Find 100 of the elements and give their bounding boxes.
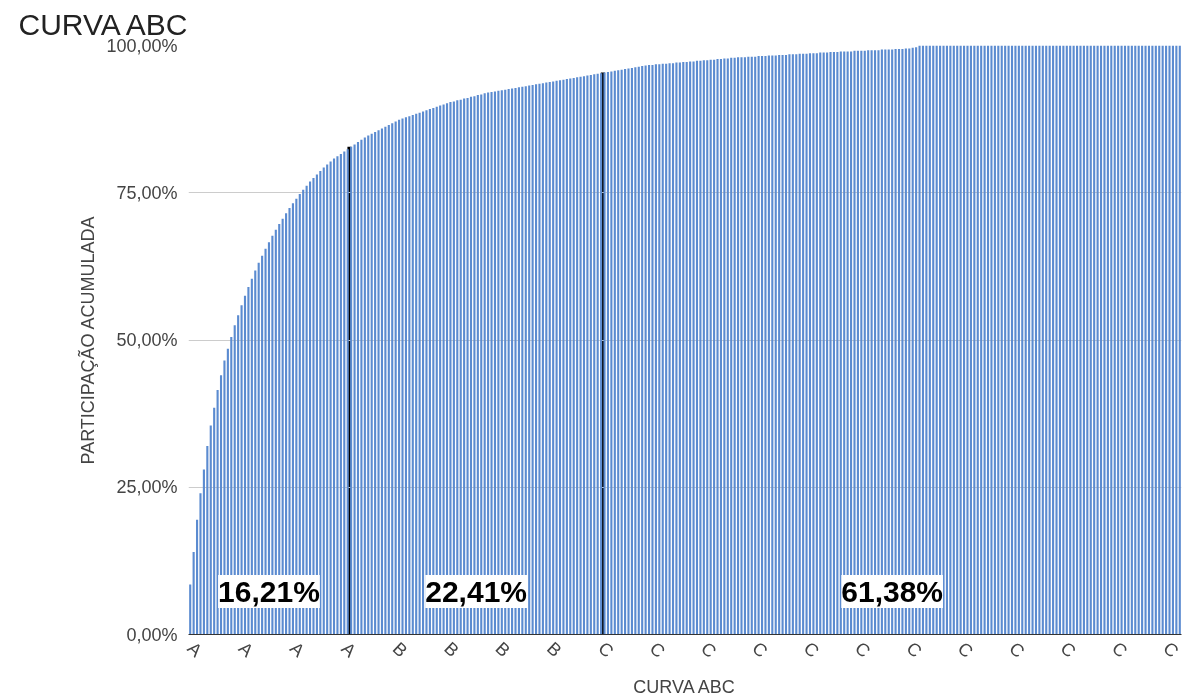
bar (1103, 45, 1106, 635)
bar (1141, 45, 1144, 635)
x-tick-label: B (388, 638, 412, 661)
bar (1082, 45, 1085, 635)
bar (1076, 45, 1079, 635)
bar (411, 115, 414, 635)
bar (582, 76, 586, 635)
x-tick-label: B (542, 638, 566, 661)
bar (1007, 45, 1010, 635)
bar (791, 54, 794, 635)
bar (644, 65, 647, 635)
bar (1171, 45, 1174, 635)
annotation: 22,41% (425, 574, 527, 608)
bar (545, 82, 548, 635)
bar (1028, 45, 1031, 635)
bar (802, 53, 805, 635)
bar (576, 77, 579, 635)
bar (689, 61, 692, 635)
bar (750, 56, 753, 635)
bar (658, 64, 661, 635)
bar (1000, 45, 1003, 635)
bar (778, 54, 781, 635)
bar (713, 59, 716, 635)
bar (555, 80, 558, 635)
bar (1147, 45, 1151, 635)
bar (805, 53, 808, 635)
bar (812, 53, 815, 635)
bar (980, 45, 983, 635)
bar (1069, 45, 1072, 635)
bar (764, 56, 767, 635)
bar (665, 63, 668, 635)
bar (1137, 45, 1140, 635)
bar (1031, 45, 1034, 635)
bar (363, 137, 366, 635)
bar (781, 54, 784, 635)
bar (548, 82, 551, 635)
bar (558, 80, 562, 635)
bar (1093, 45, 1096, 635)
bar (829, 51, 832, 635)
bar (641, 66, 644, 635)
bar (983, 45, 986, 635)
bar (339, 153, 342, 635)
bar (624, 69, 627, 635)
bar (956, 45, 959, 635)
bar (808, 53, 812, 635)
bar (630, 67, 633, 635)
y-tick-label: 75,00% (116, 182, 178, 203)
bar (384, 126, 387, 635)
bar (760, 56, 764, 635)
bar (380, 128, 384, 635)
bar (692, 61, 695, 635)
x-tick-label: A (337, 638, 360, 661)
x-tick-label: B (440, 638, 463, 661)
bar (747, 56, 750, 635)
bar (593, 74, 596, 635)
bar (647, 64, 651, 635)
bar (627, 68, 630, 635)
bar (538, 83, 541, 635)
bar (1052, 45, 1055, 635)
bar (737, 57, 740, 635)
bar (1127, 45, 1130, 635)
bar (377, 130, 380, 635)
bar (959, 45, 962, 635)
bar (798, 53, 801, 635)
bar (613, 70, 616, 635)
x-tick-label: A (234, 638, 258, 661)
y-tick-label: 100,00% (106, 35, 178, 56)
bar (795, 54, 798, 635)
bar (740, 57, 743, 635)
bar (716, 59, 719, 635)
bar (719, 59, 723, 635)
bar (332, 158, 336, 635)
bar (788, 54, 791, 635)
bar (966, 45, 969, 635)
bar (826, 52, 829, 635)
bar (322, 167, 325, 635)
bar (531, 84, 534, 635)
bar (360, 139, 363, 635)
bar (408, 116, 411, 635)
x-axis-title: CURVA ABC (633, 676, 735, 697)
bar (993, 45, 996, 635)
bar (678, 62, 681, 635)
bar (404, 117, 407, 635)
bar (394, 121, 397, 635)
bar (617, 70, 620, 635)
bar (668, 63, 671, 635)
x-tick-label: C (851, 638, 875, 662)
bar (565, 79, 568, 635)
bar (1034, 45, 1038, 635)
bar (637, 66, 640, 635)
bar (1110, 45, 1113, 635)
bar (415, 113, 418, 635)
bar (726, 58, 729, 635)
bar (370, 133, 373, 635)
bar (1144, 45, 1147, 635)
bar (579, 76, 582, 635)
bar (836, 51, 839, 635)
bar (1058, 45, 1061, 635)
bar (398, 119, 401, 635)
bar (832, 51, 836, 635)
